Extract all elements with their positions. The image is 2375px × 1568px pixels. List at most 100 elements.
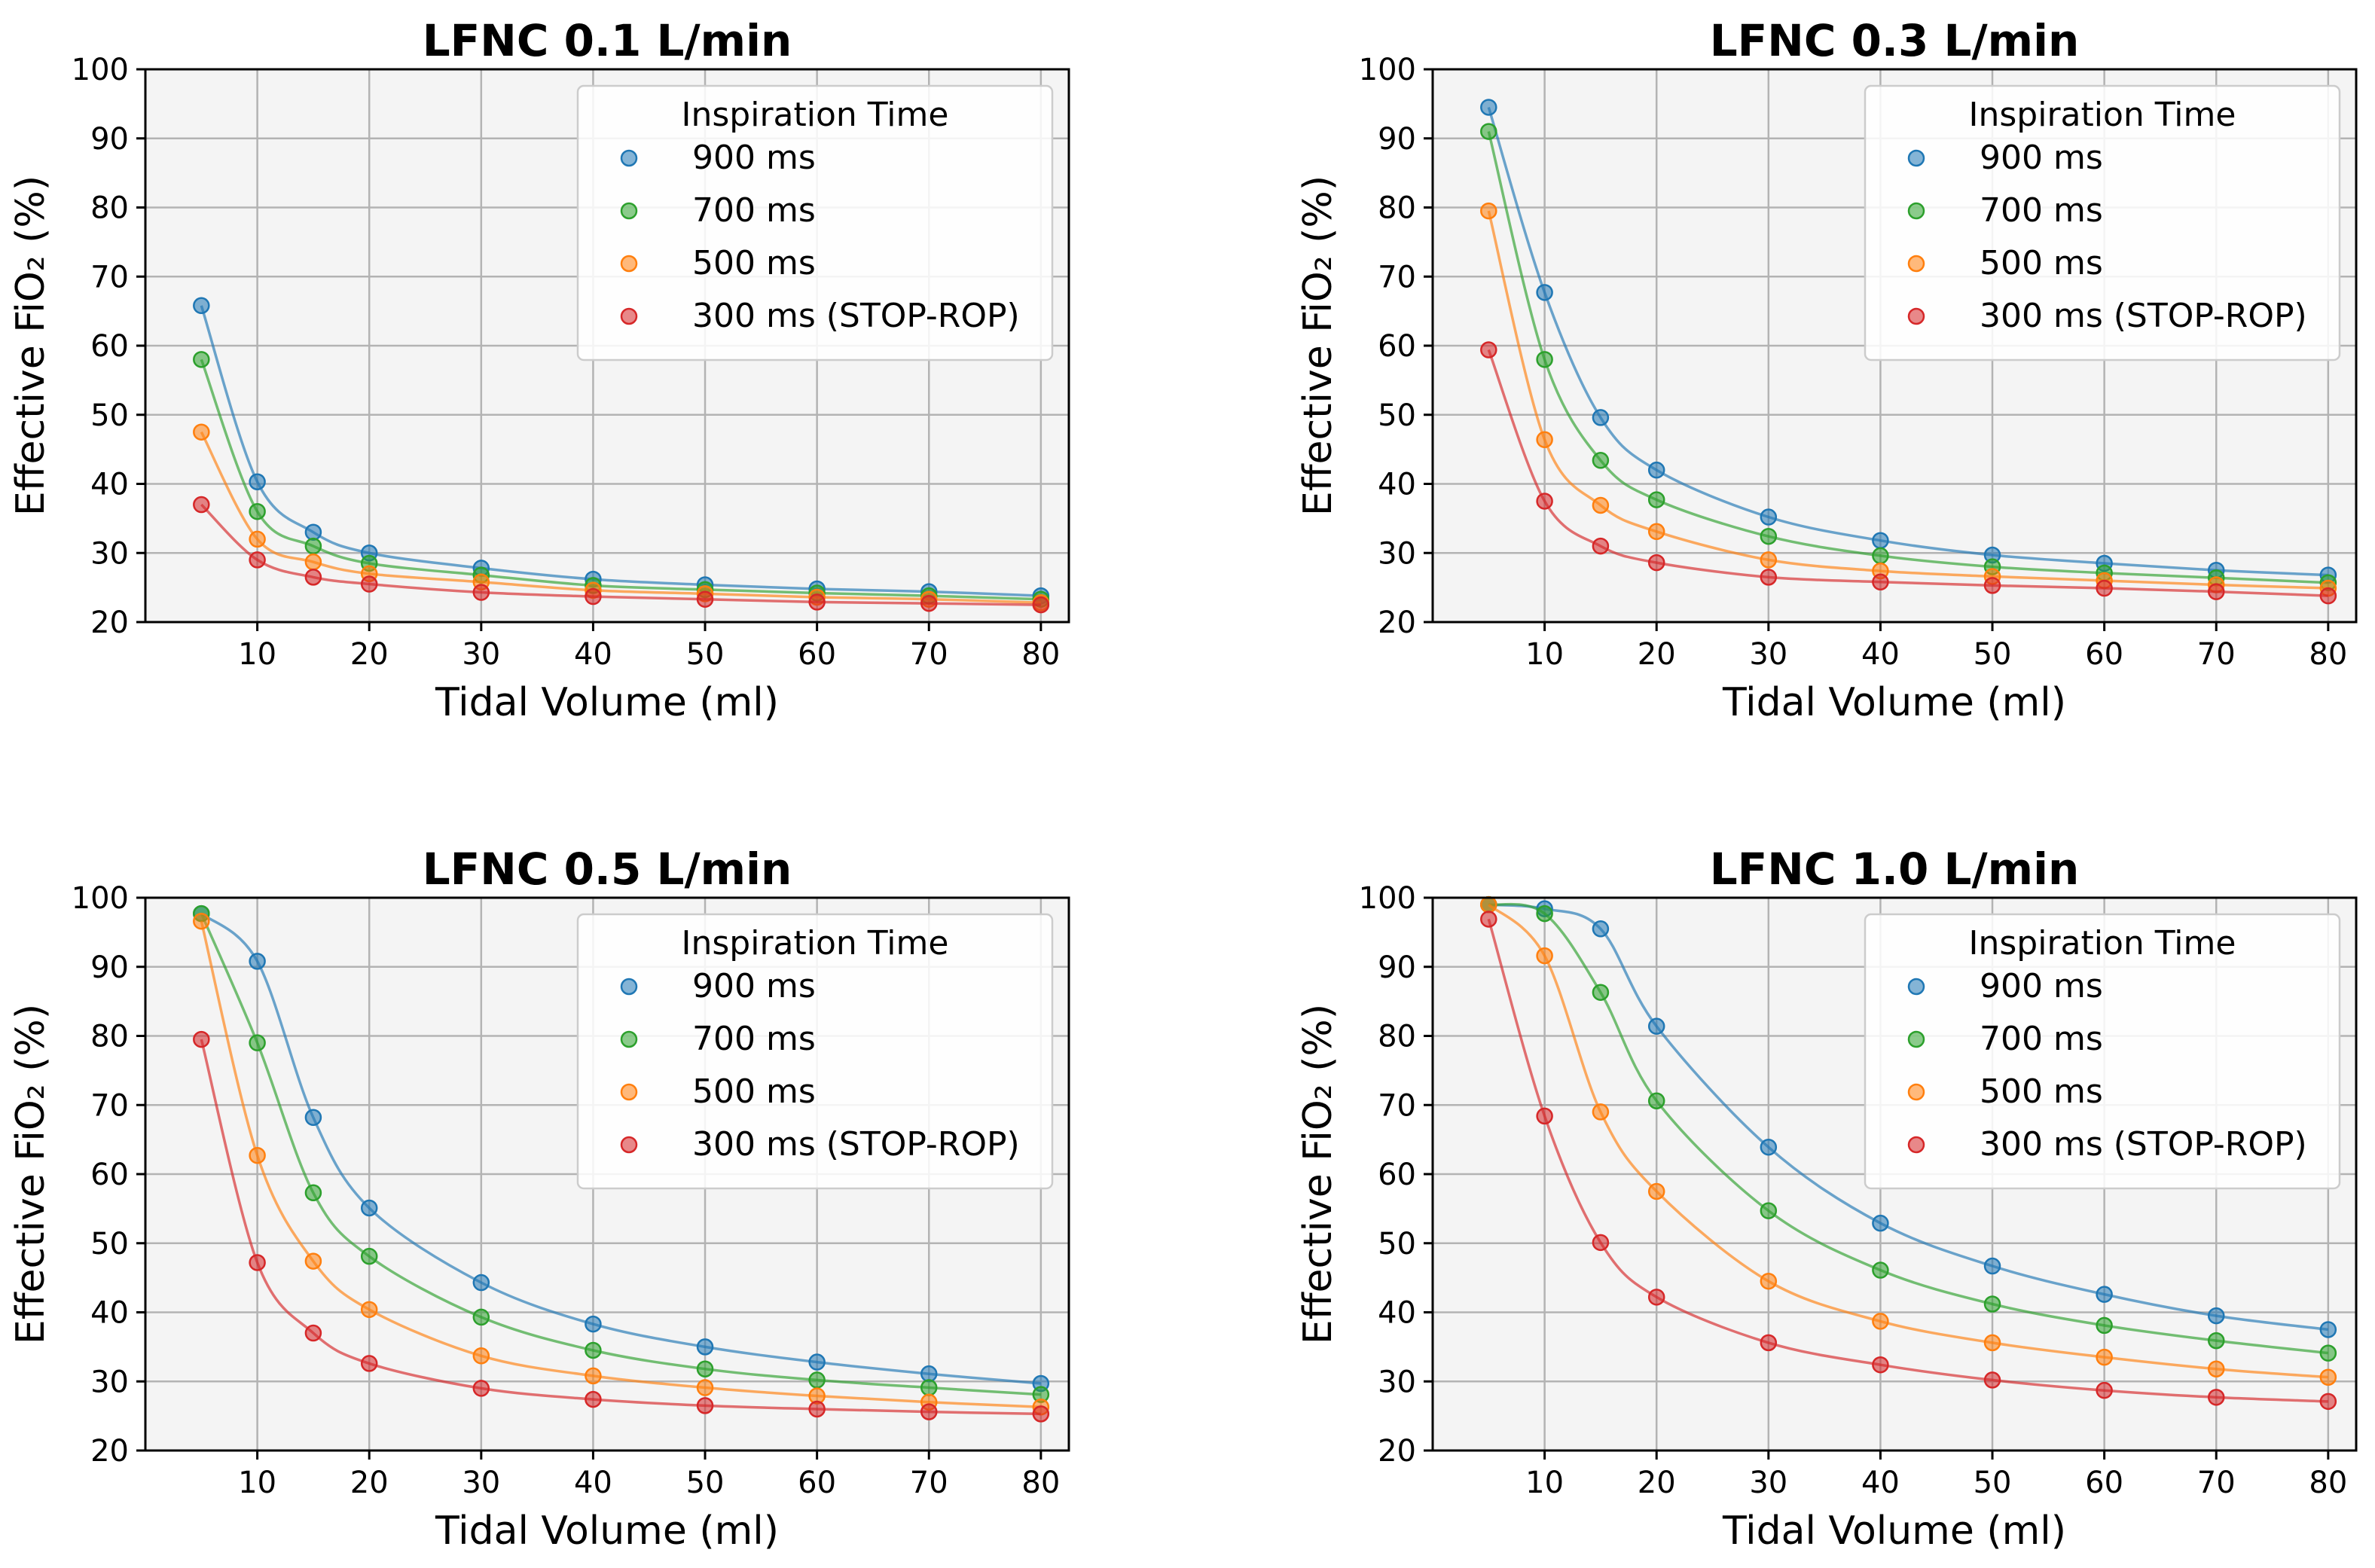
data-point (585, 1315, 602, 1333)
data-point (920, 1365, 938, 1383)
x-tick-label: 60 (2085, 637, 2123, 672)
y-tick-label: 80 (1378, 191, 1416, 226)
x-tick-label: 80 (1021, 1466, 1060, 1500)
y-tick-label: 60 (1378, 329, 1416, 364)
x-tick-label: 30 (462, 637, 500, 672)
legend-entry: 500 ms (1980, 1072, 2103, 1111)
data-point (1032, 1405, 1050, 1423)
y-tick-label: 80 (90, 1020, 129, 1054)
data-point (2319, 1393, 2337, 1411)
data-point (1647, 1289, 1665, 1306)
legend-entry: 300 ms (STOP-ROP) (1980, 297, 2307, 335)
x-tick-label: 40 (574, 1466, 612, 1500)
data-point (1983, 1257, 2001, 1275)
data-point (1592, 1103, 1610, 1121)
x-tick-label: 70 (2197, 1466, 2236, 1500)
y-tick-label: 90 (1378, 122, 1416, 157)
legend-marker (620, 1083, 638, 1101)
data-point (193, 351, 210, 368)
data-point (304, 1324, 322, 1342)
data-point (1647, 1182, 1665, 1200)
y-tick-label: 40 (90, 1296, 129, 1331)
legend-entry: 700 ms (692, 1020, 816, 1058)
data-point (1480, 911, 1497, 928)
x-tick-label: 70 (910, 637, 948, 672)
data-point (193, 1030, 210, 1048)
series-line (200, 503, 1041, 606)
legend-entry: 700 ms (1980, 191, 2103, 230)
data-point (1480, 341, 1497, 358)
series-line (1488, 902, 2328, 1355)
data-point (1983, 1371, 2001, 1389)
data-point (1760, 1272, 1778, 1290)
y-tick-label: 50 (1378, 1227, 1416, 1261)
x-tick-label: 50 (686, 637, 725, 672)
legend-marker (620, 307, 638, 325)
y-tick-label: 80 (1378, 1020, 1416, 1054)
legend-marker (620, 255, 638, 273)
y-tick-label: 20 (1378, 606, 1416, 640)
series-line (1487, 131, 2328, 584)
x-tick-label: 80 (2309, 1466, 2347, 1500)
series-line (1487, 106, 2328, 577)
data-point (585, 587, 602, 606)
y-tick-label: 20 (1378, 1434, 1416, 1469)
legend-entry: 300 ms (STOP-ROP) (692, 297, 1020, 335)
data-point (1647, 554, 1665, 572)
series-line (200, 913, 1041, 1396)
legend: Inspiration Time 900 ms 700 ms 500 ms 300 ms… (576, 84, 1054, 361)
y-tick-label: 40 (1378, 468, 1416, 502)
data-point (1872, 1214, 1889, 1232)
legend-entry: 500 ms (692, 1072, 816, 1111)
data-point (304, 537, 322, 555)
legend-marker (1907, 202, 1925, 220)
y-tick-label: 30 (1378, 536, 1416, 571)
data-point (1536, 431, 1553, 449)
legend-box (576, 913, 1054, 1190)
legend-box (1864, 84, 2341, 361)
x-tick-label: 60 (798, 637, 836, 672)
data-point (2096, 1286, 2113, 1303)
y-tick-label: 100 (1359, 53, 1416, 87)
data-point (2096, 1316, 2113, 1335)
legend-marker (1907, 1083, 1925, 1101)
x-tick-label: 10 (1525, 1466, 1564, 1500)
y-tick-label: 20 (90, 1434, 129, 1469)
data-point (1647, 1092, 1665, 1109)
data-point (249, 530, 266, 548)
data-point (1872, 1313, 1889, 1330)
x-tick-label: 40 (1861, 637, 1900, 672)
series-line (200, 920, 1041, 1408)
y-tick-label: 80 (90, 191, 129, 226)
legend-box (1864, 913, 2341, 1190)
data-point (249, 953, 266, 970)
data-point (249, 502, 266, 520)
y-tick-label: 70 (90, 260, 129, 294)
y-tick-label: 50 (90, 398, 129, 433)
y-tick-label: 60 (90, 1158, 129, 1192)
series-300ms (193, 1030, 1050, 1423)
data-point (2207, 583, 2225, 600)
x-tick-label: 70 (910, 1466, 948, 1500)
data-point (472, 1347, 490, 1365)
data-point (1872, 1261, 1889, 1279)
data-point (1760, 1138, 1778, 1156)
data-point (1536, 1107, 1553, 1125)
data-point (360, 1301, 378, 1319)
series-line (200, 431, 1041, 605)
chart-title: LFNC 0.3 L/min (1710, 15, 2080, 66)
data-point (808, 1400, 826, 1418)
y-tick-label: 30 (90, 536, 129, 571)
legend-entry: 300 ms (STOP-ROP) (692, 1125, 1020, 1164)
legend-marker (620, 1136, 638, 1154)
y-axis-label: Effective FiO₂ (%) (1296, 175, 1341, 516)
data-point (472, 1380, 490, 1397)
legend-marker (620, 149, 638, 167)
data-point (1592, 537, 1610, 555)
x-tick-label: 50 (1974, 1466, 2012, 1500)
x-axis-label: Tidal Volume (ml) (1722, 1509, 2066, 1554)
y-tick-label: 60 (1378, 1158, 1416, 1192)
series-500ms (1480, 895, 2337, 1386)
data-point (2319, 1344, 2337, 1362)
